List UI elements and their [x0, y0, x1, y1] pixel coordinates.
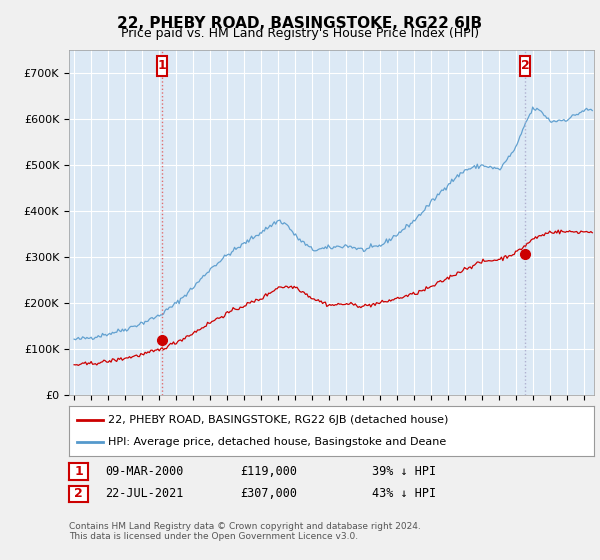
- Text: 22-JUL-2021: 22-JUL-2021: [105, 487, 184, 501]
- Text: 1: 1: [74, 465, 83, 478]
- Text: £119,000: £119,000: [240, 465, 297, 478]
- Text: 39% ↓ HPI: 39% ↓ HPI: [372, 465, 436, 478]
- Bar: [520, 56, 530, 76]
- Text: 22, PHEBY ROAD, BASINGSTOKE, RG22 6JB: 22, PHEBY ROAD, BASINGSTOKE, RG22 6JB: [118, 16, 482, 31]
- Text: Contains HM Land Registry data © Crown copyright and database right 2024.
This d: Contains HM Land Registry data © Crown c…: [69, 522, 421, 542]
- Text: 09-MAR-2000: 09-MAR-2000: [105, 465, 184, 478]
- Text: HPI: Average price, detached house, Basingstoke and Deane: HPI: Average price, detached house, Basi…: [109, 437, 446, 447]
- Text: 2: 2: [74, 487, 83, 501]
- Text: £307,000: £307,000: [240, 487, 297, 501]
- Text: 1: 1: [158, 59, 167, 72]
- Text: Price paid vs. HM Land Registry's House Price Index (HPI): Price paid vs. HM Land Registry's House …: [121, 27, 479, 40]
- Text: 2: 2: [521, 59, 529, 72]
- Text: 43% ↓ HPI: 43% ↓ HPI: [372, 487, 436, 501]
- Text: 22, PHEBY ROAD, BASINGSTOKE, RG22 6JB (detached house): 22, PHEBY ROAD, BASINGSTOKE, RG22 6JB (d…: [109, 415, 449, 425]
- Bar: [157, 56, 167, 76]
